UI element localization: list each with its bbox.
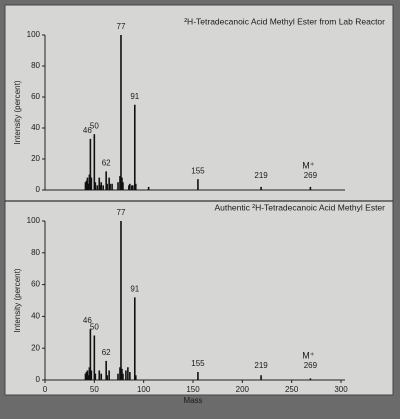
peak-label: 155 xyxy=(191,166,205,175)
y-tick-label: 20 xyxy=(31,343,40,352)
y-tick-label: 40 xyxy=(31,312,40,321)
chart-title: ²H-Tetradecanoic Acid Methyl Ester from … xyxy=(184,16,385,26)
peak-label: 269 xyxy=(304,361,318,370)
x-tick-label: 50 xyxy=(90,385,99,394)
peak-label: 219 xyxy=(254,171,268,180)
y-tick-label: 80 xyxy=(31,248,40,257)
y-tick-label: 40 xyxy=(31,123,40,132)
peak-label: 62 xyxy=(102,159,111,168)
peak-label: 219 xyxy=(254,361,268,370)
y-tick-label: 20 xyxy=(31,154,40,163)
y-axis-label: Intensity (percent) xyxy=(13,80,22,144)
peak-label: 46 xyxy=(83,126,92,135)
x-tick-label: 250 xyxy=(285,385,299,394)
x-tick-label: 100 xyxy=(137,385,151,394)
peak-label: 155 xyxy=(191,359,205,368)
x-axis-label: Mass xyxy=(183,396,202,405)
y-tick-label: 100 xyxy=(27,30,41,39)
peak-label: 50 xyxy=(90,121,99,130)
peak-label: 77 xyxy=(117,208,126,217)
y-tick-label: 60 xyxy=(31,280,40,289)
x-tick-label: 150 xyxy=(186,385,200,394)
peak-label: 50 xyxy=(90,323,99,332)
peak-label: 77 xyxy=(117,22,126,31)
molecular-ion-label: M⁺ xyxy=(302,350,314,360)
y-tick-label: 100 xyxy=(27,216,41,225)
molecular-ion-label: M⁺ xyxy=(302,160,314,170)
peak-label: 91 xyxy=(130,284,139,293)
y-tick-label: 80 xyxy=(31,61,40,70)
x-tick-label: 300 xyxy=(334,385,348,394)
chart-title: Authentic ²H-Tetradecanoic Acid Methyl E… xyxy=(214,202,385,212)
y-tick-label: 60 xyxy=(31,92,40,101)
peak-label: 269 xyxy=(304,171,318,180)
peak-label: 62 xyxy=(102,348,111,357)
x-tick-label: 0 xyxy=(43,385,48,394)
panel xyxy=(4,4,394,396)
y-axis-label: Intensity (percent) xyxy=(13,268,22,332)
y-tick-label: 0 xyxy=(36,375,41,384)
y-tick-label: 0 xyxy=(36,185,41,194)
peak-label: 91 xyxy=(130,92,139,101)
peak-label: 46 xyxy=(83,316,92,325)
x-tick-label: 200 xyxy=(236,385,250,394)
